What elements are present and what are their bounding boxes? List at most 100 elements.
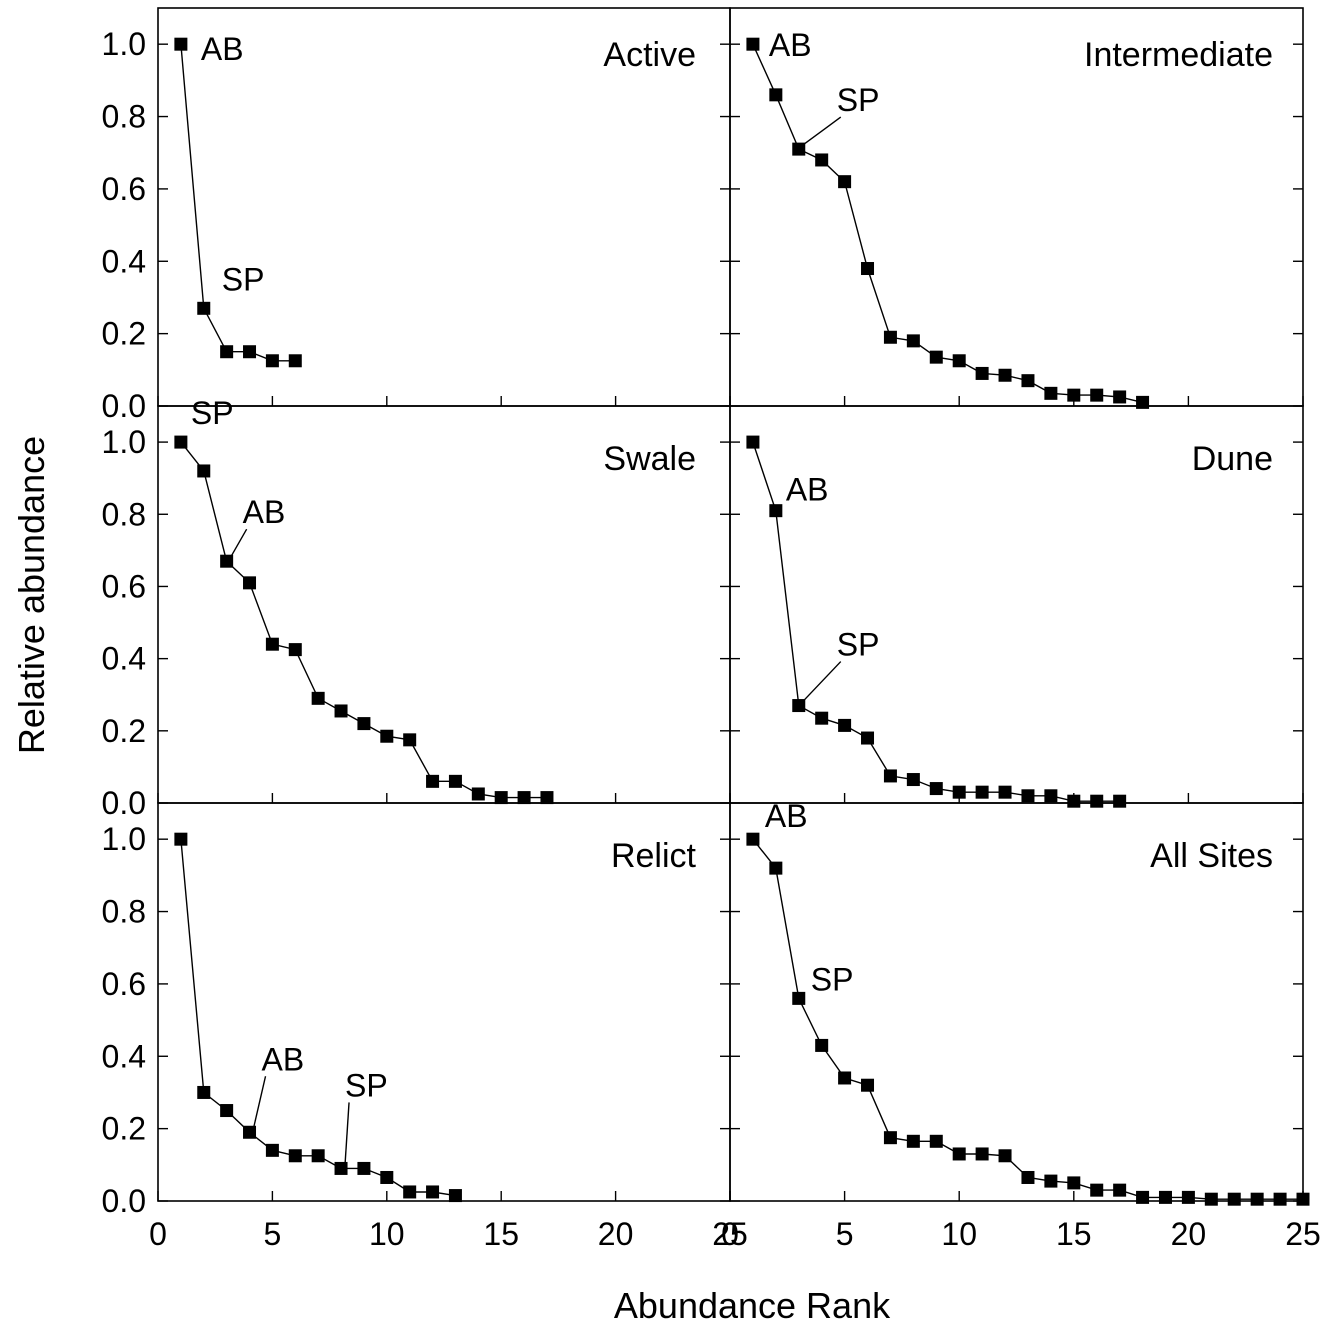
- data-point: [929, 1134, 943, 1148]
- data-point: [975, 785, 989, 799]
- annotation-leader: [802, 116, 842, 146]
- x-tick-label: 25: [1285, 1216, 1321, 1252]
- data-point: [769, 504, 783, 518]
- data-point: [517, 791, 531, 805]
- data-point: [1090, 794, 1104, 808]
- data-point: [1044, 1174, 1058, 1188]
- y-tick-label: 0.2: [102, 713, 146, 749]
- data-point: [861, 1078, 875, 1092]
- data-point: [746, 37, 760, 51]
- x-tick-label: 0: [721, 1216, 739, 1252]
- data-point: [540, 791, 554, 805]
- data-point: [1273, 1192, 1287, 1206]
- data-point: [1136, 1190, 1150, 1204]
- annotation-label: SP: [222, 261, 265, 297]
- data-point: [815, 711, 829, 725]
- annotation-label: AB: [786, 472, 829, 508]
- y-tick-label: 0.6: [102, 171, 146, 207]
- data-point: [998, 368, 1012, 382]
- y-tick-label: 0.2: [102, 316, 146, 352]
- data-point: [838, 1071, 852, 1085]
- annotation-label: AB: [765, 798, 808, 834]
- data-point: [1067, 388, 1081, 402]
- annotation-label: SP: [811, 961, 854, 997]
- data-point: [815, 153, 829, 167]
- data-point: [1090, 388, 1104, 402]
- data-point: [357, 717, 371, 731]
- data-point: [288, 1149, 302, 1163]
- data-point: [471, 787, 485, 801]
- data-point: [929, 350, 943, 364]
- data-point: [883, 1131, 897, 1145]
- x-tick-label: 10: [369, 1216, 405, 1252]
- y-tick-label: 0.2: [102, 1111, 146, 1147]
- data-point: [906, 334, 920, 348]
- series-line-3: [180, 441, 547, 799]
- data-point: [288, 643, 302, 657]
- panel-title: All Sites: [1150, 837, 1273, 875]
- data-point: [1044, 789, 1058, 803]
- data-point: [265, 637, 279, 651]
- data-point: [1158, 1190, 1172, 1204]
- data-point: [929, 782, 943, 796]
- annotation-label: SP: [837, 627, 880, 663]
- x-tick-label: 5: [264, 1216, 282, 1252]
- annotation-label: AB: [201, 31, 244, 67]
- y-tick-label: 0.8: [102, 894, 146, 930]
- data-point: [426, 1185, 440, 1199]
- y-tick-label: 0.8: [102, 99, 146, 135]
- axis-ticks: 0.00.20.40.60.81.00.00.20.40.60.81.00.00…: [102, 26, 1321, 1252]
- data-point: [1021, 789, 1035, 803]
- data-point: [494, 791, 508, 805]
- data-point: [311, 1149, 325, 1163]
- data-point: [1296, 1192, 1310, 1206]
- y-axis-title: Relative abundance: [11, 436, 52, 754]
- data-point: [1067, 794, 1081, 808]
- data-point: [1204, 1192, 1218, 1206]
- data-point: [883, 330, 897, 344]
- annotation-label: AB: [769, 27, 812, 63]
- data-point: [243, 1125, 257, 1139]
- y-tick-label: 0.0: [102, 1183, 146, 1219]
- y-tick-label: 0.4: [102, 641, 146, 677]
- data-point: [403, 733, 417, 747]
- data-point: [174, 832, 188, 846]
- x-tick-label: 15: [483, 1216, 519, 1252]
- data-point: [448, 1189, 462, 1203]
- data-point: [861, 262, 875, 276]
- data-point: [769, 88, 783, 102]
- data-point: [220, 1104, 234, 1118]
- data-point: [998, 785, 1012, 799]
- data-point: [220, 345, 234, 359]
- data-point: [334, 1161, 348, 1175]
- series-line-5: [180, 839, 456, 1197]
- annotation-leader: [802, 661, 842, 703]
- annotation-leader: [252, 1076, 267, 1129]
- data-point: [220, 554, 234, 568]
- data-point: [265, 354, 279, 368]
- y-tick-label: 0.8: [102, 496, 146, 532]
- x-tick-label: 15: [1056, 1216, 1092, 1252]
- data-point: [1021, 1170, 1035, 1184]
- data-point: [197, 1085, 211, 1099]
- panel-title: Relict: [611, 837, 697, 875]
- x-tick-label: 25: [712, 1216, 748, 1252]
- data-point: [792, 142, 806, 156]
- data-point: [975, 366, 989, 380]
- data-point: [998, 1149, 1012, 1163]
- data-point: [1250, 1192, 1264, 1206]
- data-point: [380, 1170, 394, 1184]
- series-line-6: [752, 838, 1303, 1200]
- data-point: [265, 1143, 279, 1157]
- x-tick-label: 20: [598, 1216, 634, 1252]
- data-point: [174, 435, 188, 449]
- data-point: [861, 731, 875, 745]
- data-point: [1021, 374, 1035, 388]
- data-point: [243, 576, 257, 590]
- data-point: [403, 1185, 417, 1199]
- x-tick-label: 10: [941, 1216, 977, 1252]
- data-point: [815, 1038, 829, 1052]
- y-tick-label: 0.4: [102, 243, 146, 279]
- data-point: [380, 729, 394, 743]
- y-tick-label: 0.6: [102, 966, 146, 1002]
